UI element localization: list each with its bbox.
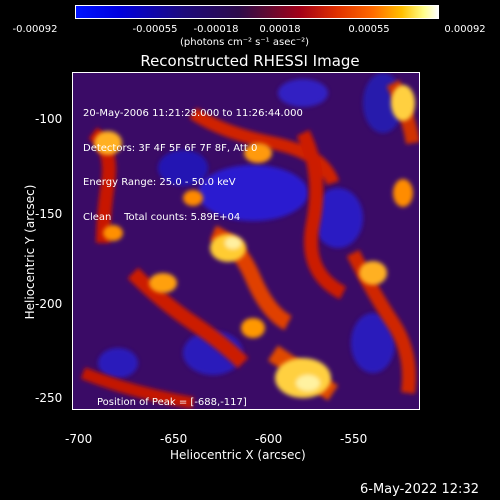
colorbar-tick: 0.00092: [444, 24, 486, 35]
colorbar-tick: -0.00018: [193, 24, 239, 35]
y-axis-label: Heliocentric Y (arcsec): [23, 184, 37, 320]
x-tick: -600: [255, 432, 283, 446]
x-axis-label: Heliocentric X (arcsec): [170, 448, 306, 462]
rhessi-image: 20-May-2006 11:21:28.000 to 11:26:44.000…: [72, 72, 420, 410]
colorbar-tick: -0.00092: [12, 24, 58, 35]
y-tick: -200: [35, 297, 63, 311]
info-line: 20-May-2006 11:21:28.000 to 11:26:44.000: [83, 108, 303, 119]
colorbar-tick: -0.00055: [132, 24, 178, 35]
peak-position-label: Position of Peak = [-688,-117]: [97, 397, 247, 408]
colorbar-tick: 0.00055: [348, 24, 390, 35]
colorbar: [75, 5, 439, 19]
date-stamp: 6-May-2022 12:32: [360, 482, 479, 497]
colorbar-tick: 0.00018: [259, 24, 301, 35]
observation-info: 20-May-2006 11:21:28.000 to 11:26:44.000…: [83, 85, 303, 246]
image-title: Reconstructed RHESSI Image: [140, 52, 360, 70]
info-line: Energy Range: 25.0 - 50.0 keV: [83, 177, 236, 188]
y-tick: -250: [35, 391, 63, 405]
colorbar-units: (photons cm⁻² s⁻¹ asec⁻²): [180, 37, 310, 48]
x-tick: -650: [160, 432, 188, 446]
y-tick: -100: [35, 112, 63, 126]
info-line: Clean Total counts: 5.89E+04: [83, 211, 241, 223]
info-line: Detectors: 3F 4F 5F 6F 7F 8F, Att 0: [83, 142, 258, 154]
y-tick: -150: [35, 207, 63, 221]
x-tick: -550: [340, 432, 368, 446]
x-tick: -700: [65, 432, 93, 446]
